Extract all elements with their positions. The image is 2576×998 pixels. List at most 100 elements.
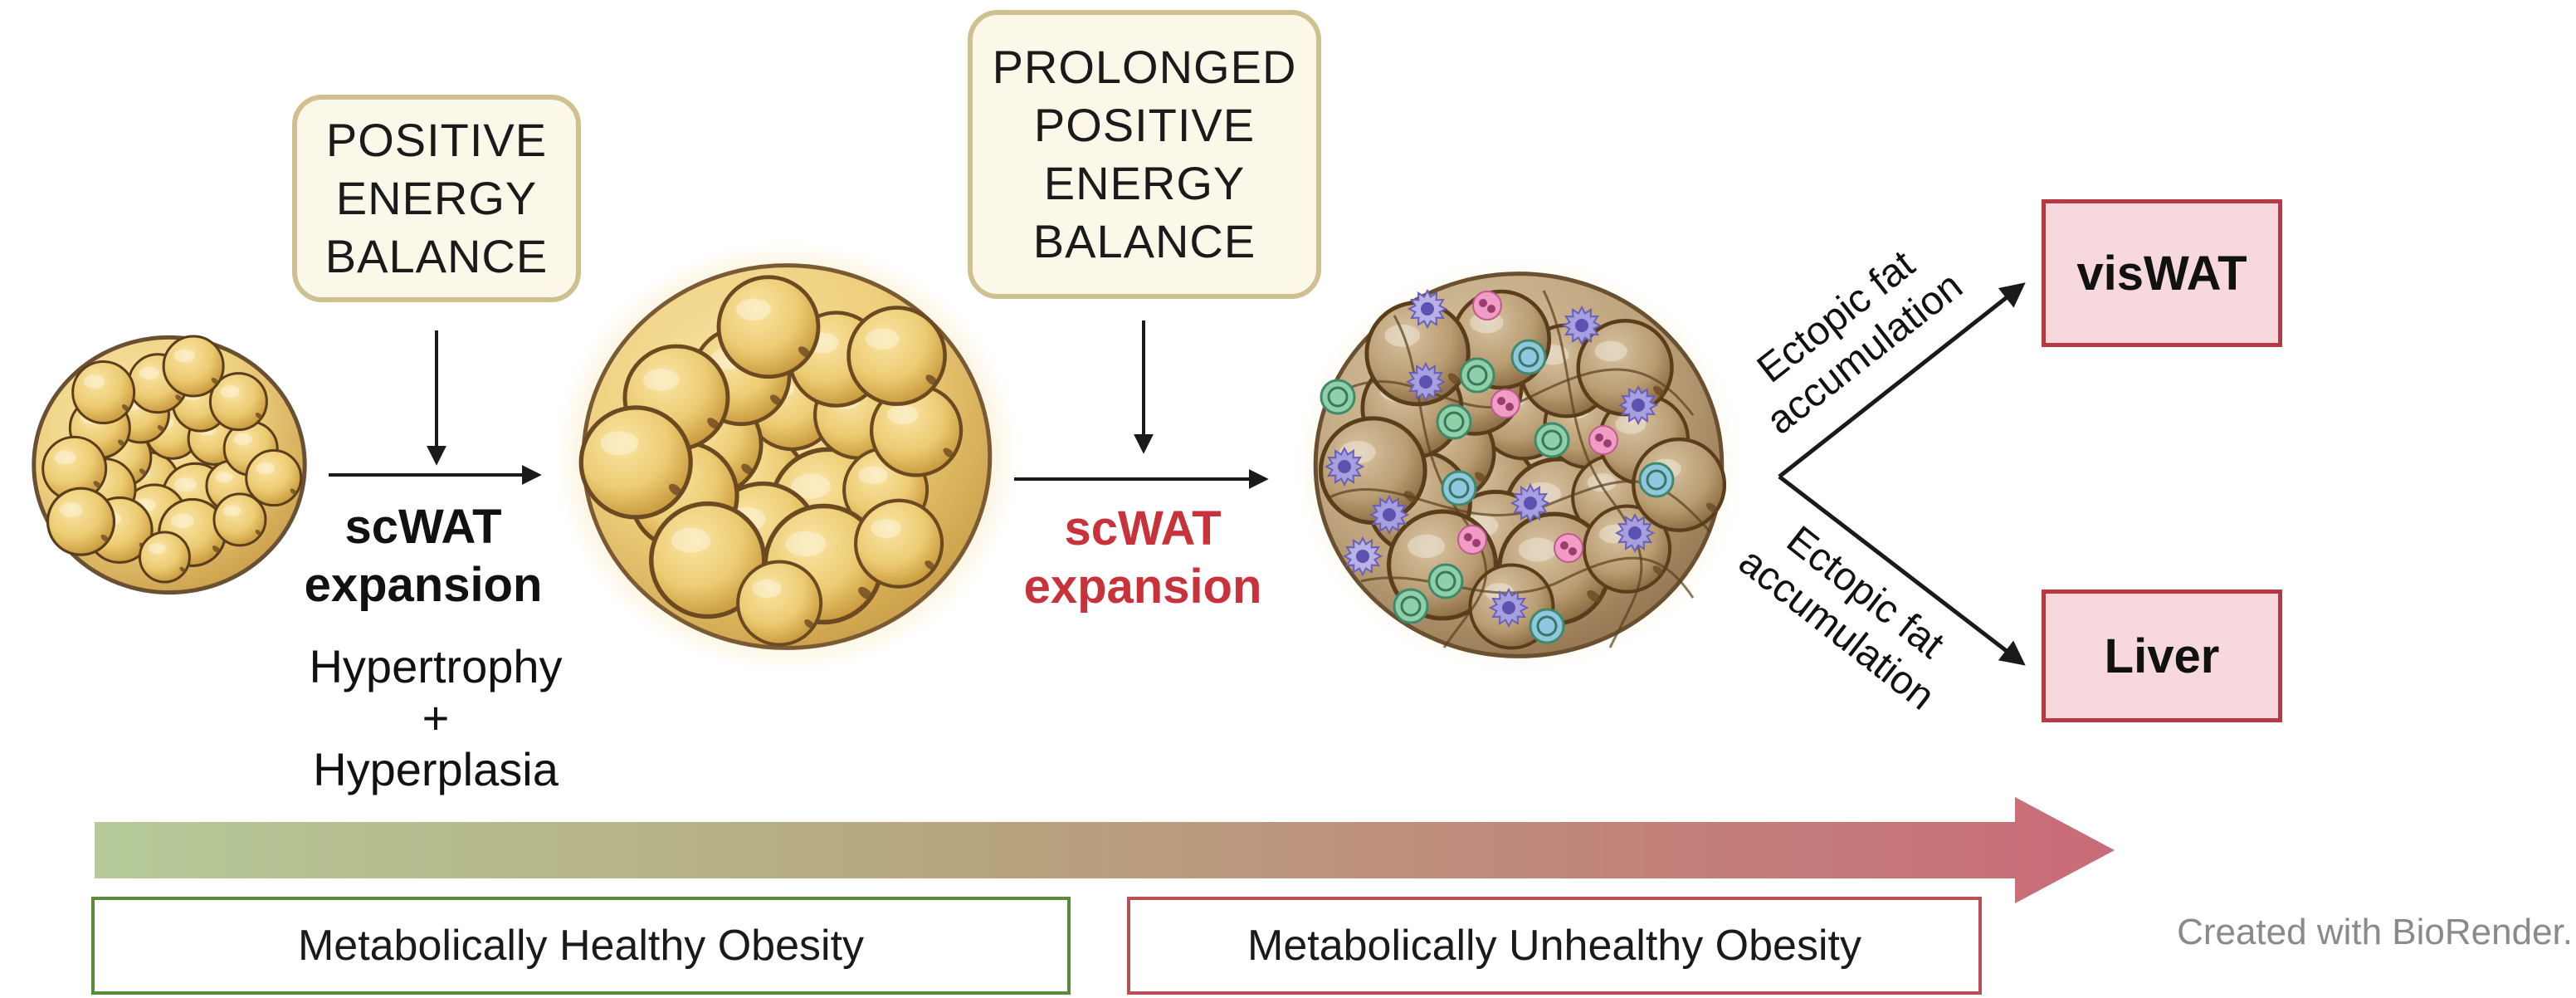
cell-highlight bbox=[256, 462, 276, 475]
granulocyte-lobe bbox=[1472, 539, 1481, 547]
fibrotic-strand bbox=[1393, 315, 1487, 648]
stimulus-2-line: PROLONGED bbox=[992, 41, 1297, 93]
cell-highlight bbox=[642, 368, 680, 392]
cell-nucleus bbox=[211, 378, 219, 384]
cell-highlight bbox=[170, 513, 194, 529]
granulocyte-cell bbox=[1457, 525, 1487, 555]
granulocyte-lobe bbox=[1464, 533, 1472, 541]
cell-nucleus bbox=[255, 412, 262, 419]
biorender-credit: Created with BioRender. bbox=[2177, 912, 2573, 952]
adipocyte-cell bbox=[649, 501, 767, 619]
cell-nucleus bbox=[1447, 373, 1461, 384]
cell-nucleus bbox=[1706, 502, 1718, 513]
adipocyte-cell bbox=[212, 492, 267, 547]
cell-highlight bbox=[139, 366, 159, 380]
macrophage-nucleus bbox=[1502, 601, 1515, 614]
macrophage-nucleus bbox=[1338, 460, 1351, 473]
cell-highlight bbox=[1594, 340, 1627, 362]
granulocyte-lobe bbox=[1505, 403, 1514, 411]
cell-highlight bbox=[1518, 537, 1557, 562]
adipocyte-cell bbox=[1319, 416, 1427, 525]
granulocyte-lobe bbox=[1497, 397, 1505, 405]
step-2-label: scWAT expansion bbox=[989, 500, 1296, 616]
adipocyte-cell bbox=[46, 487, 116, 556]
stimulus-2-line: ENERGY bbox=[1043, 157, 1246, 209]
adipocyte-cell bbox=[71, 360, 136, 425]
cell-nucleus bbox=[1652, 565, 1663, 575]
cell-highlight bbox=[215, 472, 233, 483]
cell-highlight bbox=[886, 404, 919, 425]
cell-nucleus bbox=[212, 545, 221, 553]
adipocyte-cell bbox=[716, 275, 821, 379]
step-2-label-line: scWAT bbox=[1064, 501, 1222, 555]
adipocyte-cell bbox=[736, 560, 823, 647]
granulocyte-lobe bbox=[1560, 541, 1569, 550]
cell-highlight bbox=[83, 374, 105, 389]
granulocyte-lobe bbox=[1479, 299, 1487, 307]
adipocyte-cell bbox=[578, 405, 693, 520]
viswat-box: visWAT bbox=[2042, 199, 2282, 347]
cell-nucleus bbox=[925, 374, 938, 385]
adipocyte-cell bbox=[245, 449, 303, 507]
liver-label: Liver bbox=[2104, 629, 2220, 683]
cell-highlight bbox=[173, 477, 198, 492]
cell-nucleus bbox=[804, 619, 815, 629]
cell-highlight bbox=[752, 580, 782, 599]
cell-nucleus bbox=[1475, 472, 1486, 483]
cell-nucleus bbox=[925, 560, 935, 570]
cell-nucleus bbox=[741, 463, 754, 475]
granulocyte-lobe bbox=[1487, 305, 1495, 313]
prolonged-positive-energy-balance-box: PROLONGED POSITIVE ENERGY BALANCE bbox=[968, 10, 1321, 299]
adipocyte-cell bbox=[138, 531, 191, 584]
adipocyte-cell bbox=[854, 498, 944, 589]
cell-nucleus bbox=[157, 425, 164, 432]
cell-highlight bbox=[53, 450, 76, 465]
lymphocyte-nucleus bbox=[1536, 615, 1558, 637]
cell-highlight bbox=[735, 298, 771, 320]
cell-nucleus bbox=[1653, 385, 1665, 397]
healthy-obesity-label: Metabolically Healthy Obesity bbox=[297, 922, 865, 970]
adipocyte-cell bbox=[846, 306, 947, 406]
cell-highlight bbox=[173, 349, 195, 363]
cell-highlight bbox=[600, 431, 639, 456]
lymphocyte-nucleus bbox=[1541, 429, 1563, 451]
adipocyte-cell bbox=[162, 335, 225, 398]
cell-nucleus bbox=[175, 394, 183, 402]
macrophage-nucleus bbox=[1421, 302, 1434, 316]
cell-nucleus bbox=[858, 586, 872, 600]
stimulus-2-line: BALANCE bbox=[1032, 215, 1256, 267]
granulocyte-cell bbox=[1490, 389, 1520, 418]
positive-energy-balance-box: POSITIVE ENERGY BALANCE bbox=[292, 95, 581, 302]
cell-nucleus bbox=[798, 346, 811, 358]
cell-nucleus bbox=[121, 404, 129, 412]
cell-highlight bbox=[858, 466, 888, 485]
cell-nucleus bbox=[255, 529, 261, 536]
cell-highlight bbox=[220, 385, 241, 399]
granulocyte-lobe bbox=[1603, 439, 1612, 448]
granulocyte-lobe bbox=[1595, 433, 1603, 442]
lymphocyte-nucleus bbox=[1327, 386, 1349, 408]
cell-nucleus bbox=[943, 448, 954, 458]
cell-nucleus bbox=[117, 439, 125, 447]
cell-nucleus bbox=[290, 488, 297, 495]
cell-nucleus bbox=[179, 566, 186, 573]
lymphocyte-nucleus bbox=[1435, 570, 1456, 592]
cell-highlight bbox=[871, 519, 901, 538]
step-2-label-line: expansion bbox=[1023, 560, 1262, 614]
cell-highlight bbox=[233, 433, 252, 445]
cell-highlight bbox=[671, 527, 711, 553]
inflamed-adipose-tissue bbox=[1313, 272, 1727, 658]
adipocyte-cell bbox=[208, 372, 268, 432]
macrophage-nucleus bbox=[1383, 508, 1396, 521]
lymphocyte-nucleus bbox=[1646, 469, 1667, 491]
healthy-obesity-box: Metabolically Healthy Obesity bbox=[91, 897, 1071, 995]
cell-nucleus bbox=[769, 394, 782, 406]
lymphocyte-nucleus bbox=[1466, 364, 1488, 386]
cell-highlight bbox=[148, 542, 166, 555]
cell-highlight bbox=[222, 505, 242, 516]
granulocyte-cell bbox=[1472, 291, 1502, 320]
stimulus-2-line: POSITIVE bbox=[1033, 99, 1256, 151]
mechanism-line: + bbox=[422, 692, 450, 744]
stimulus-1-line: BALANCE bbox=[324, 230, 549, 282]
step-1-label: scWAT expansion bbox=[266, 498, 581, 614]
